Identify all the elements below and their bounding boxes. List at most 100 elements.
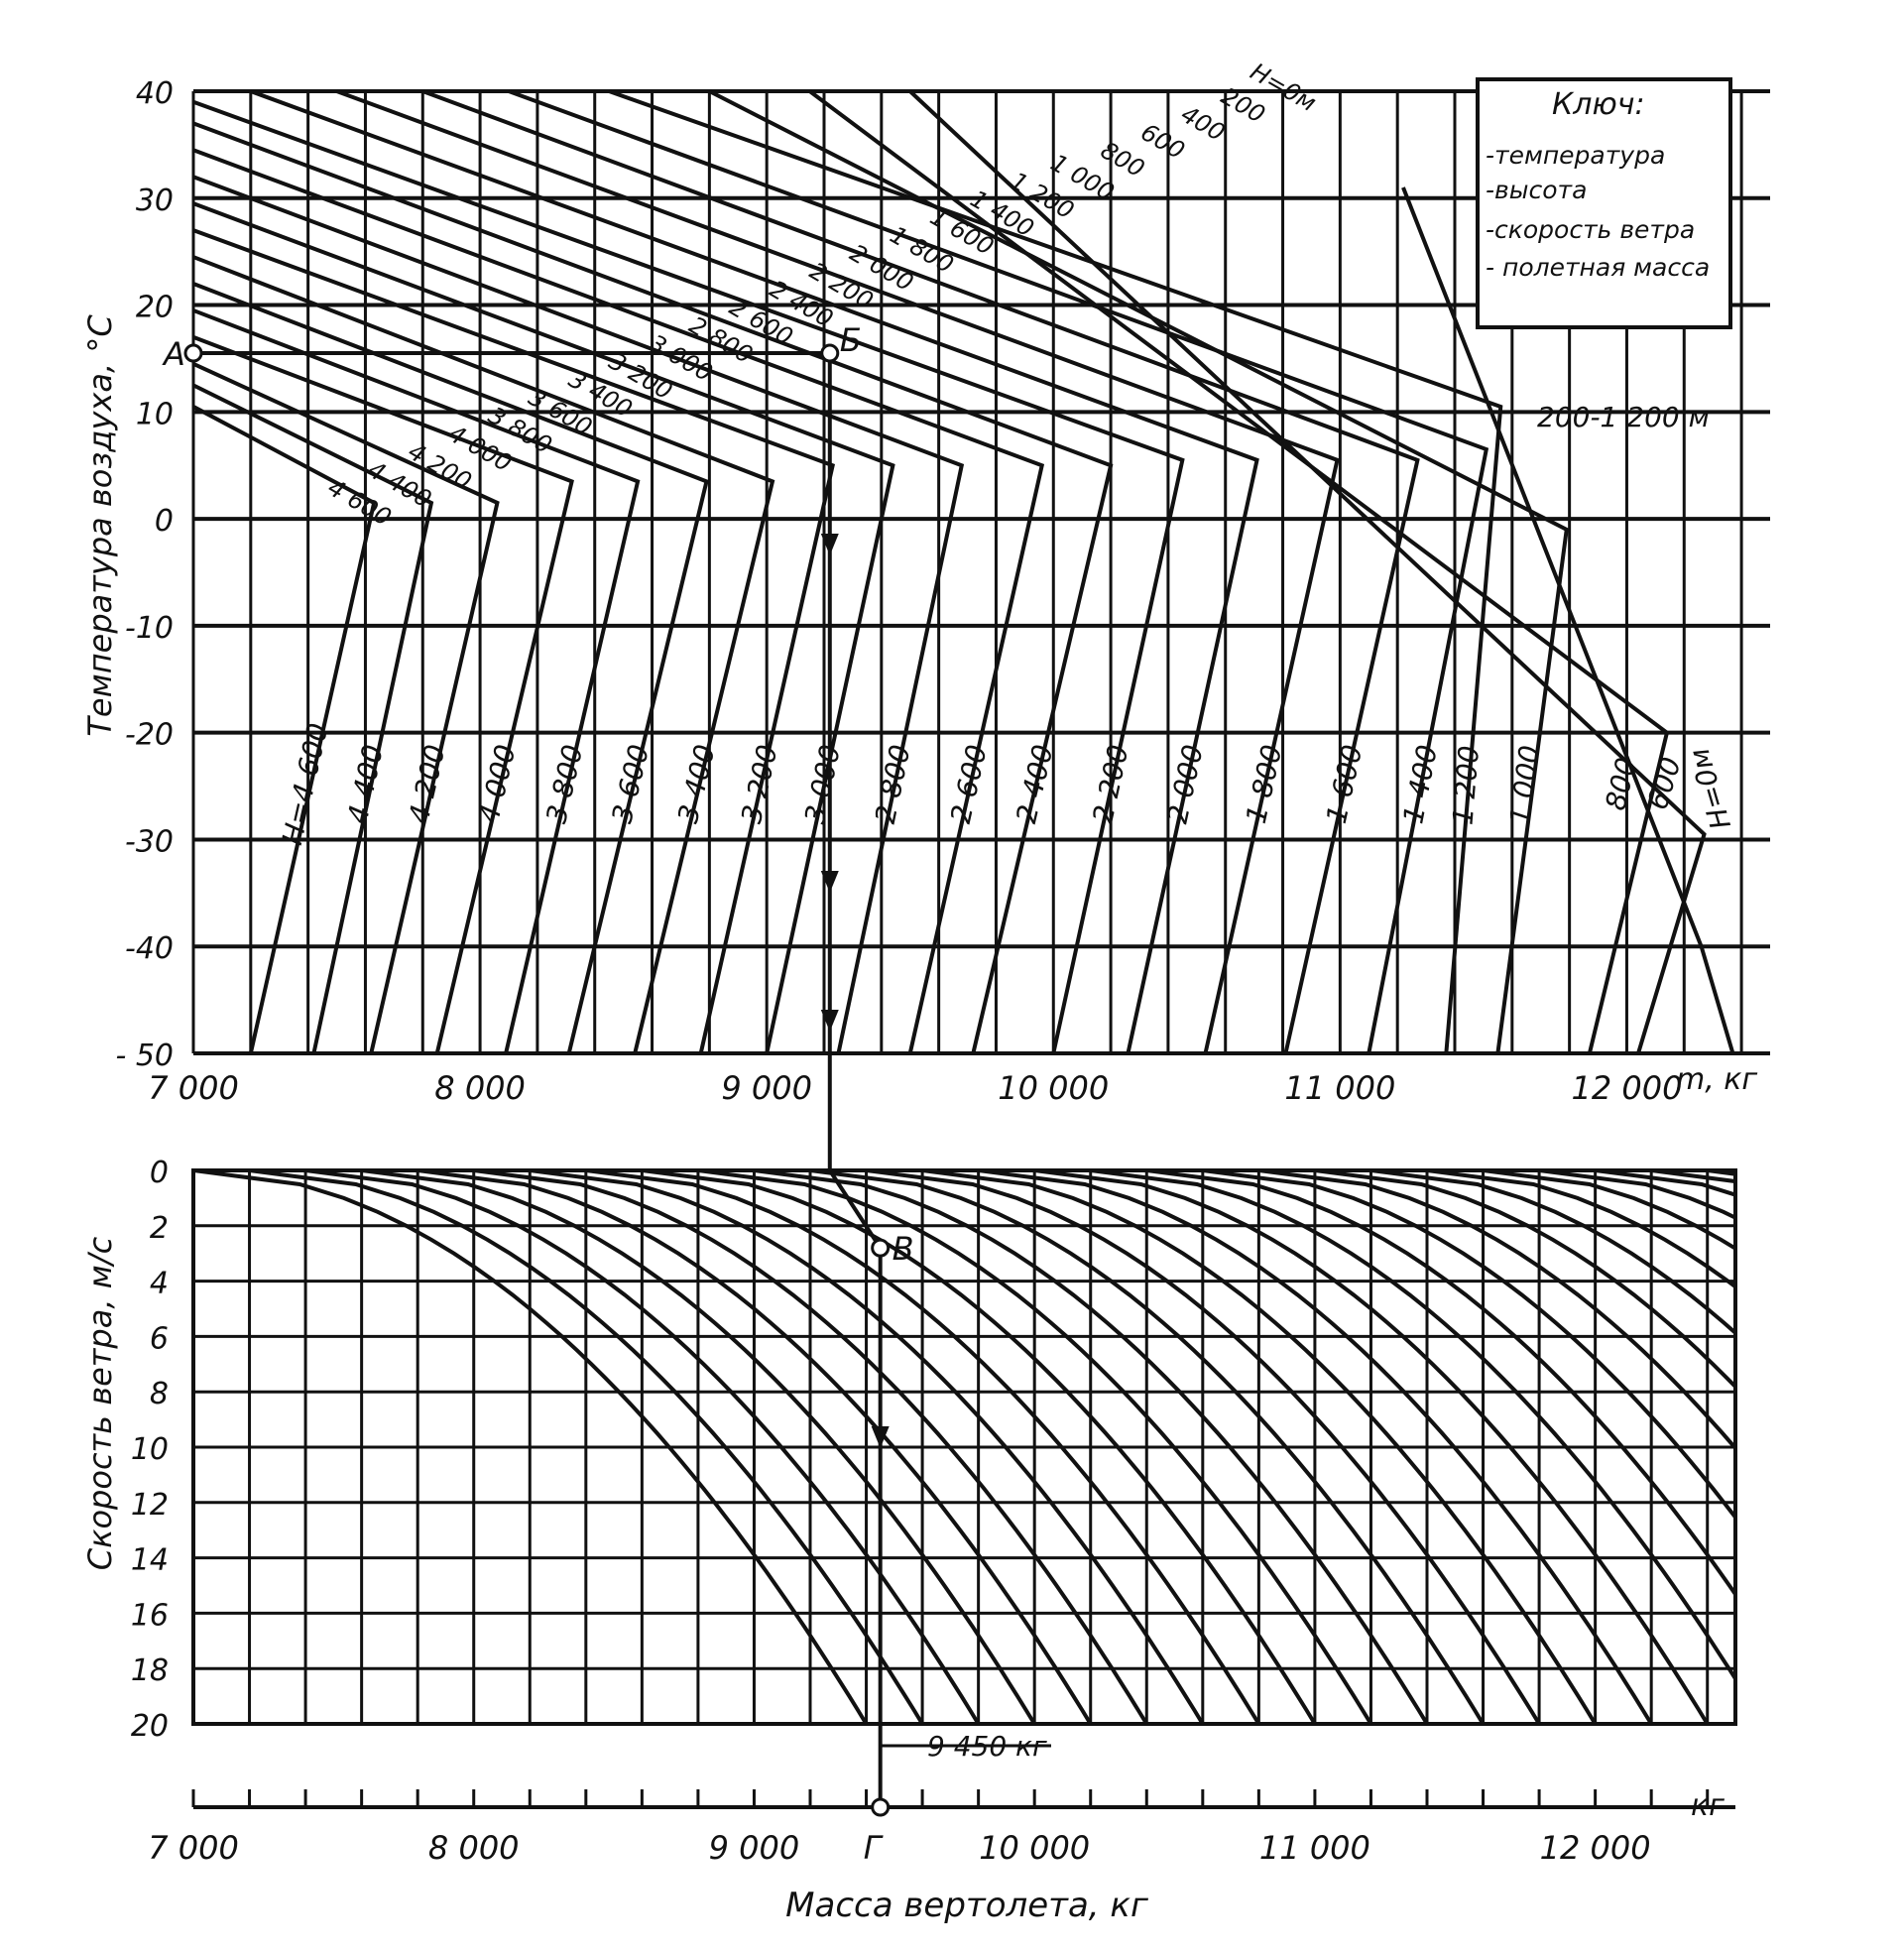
x-tick-label: 8 000 bbox=[434, 1069, 526, 1107]
wind-curve bbox=[1146, 1170, 1735, 1598]
path-point bbox=[871, 1797, 891, 1817]
wind-curve bbox=[473, 1170, 1149, 1724]
path-point bbox=[183, 343, 203, 363]
y-tick-label: 18 bbox=[131, 1653, 169, 1688]
altitude-line bbox=[192, 228, 836, 1054]
wind-curve bbox=[249, 1170, 924, 1724]
x-tick-label: 10 000 bbox=[979, 1829, 1090, 1867]
point-label-a: А bbox=[162, 335, 185, 373]
y-tick-label: 8 bbox=[150, 1377, 169, 1411]
altitude-label-bottom: H=4 600 bbox=[276, 720, 334, 848]
point-label-b: Б bbox=[840, 321, 862, 359]
wind-curve bbox=[1033, 1170, 1710, 1724]
x-unit-label-top: m, кг bbox=[1676, 1062, 1757, 1097]
legend-item-2: -высота bbox=[1486, 176, 1587, 204]
y-tick-label: -40 bbox=[125, 931, 174, 966]
altitude-label-bottom: 2 800 bbox=[869, 742, 917, 826]
altitude-line bbox=[708, 89, 1569, 1054]
example-path: А Б В Г bbox=[162, 321, 1051, 1867]
legend-item-4: - полетная масса bbox=[1486, 253, 1710, 282]
altitude-label-bottom: 600 bbox=[1641, 753, 1688, 813]
altitude-label-bottom: 1 600 bbox=[1320, 742, 1369, 826]
altitude-label-bottom: 1 000 bbox=[1503, 743, 1546, 826]
altitude-line bbox=[192, 405, 377, 1054]
y-tick-label: 20 bbox=[131, 1709, 169, 1744]
x-tick-label: 9 000 bbox=[721, 1069, 812, 1107]
y-tick-label: -10 bbox=[125, 611, 174, 646]
altitude-label-bottom: 3 800 bbox=[539, 742, 589, 827]
y-tick-label: 10 bbox=[131, 1432, 169, 1467]
x-tick-label: 10 000 bbox=[998, 1069, 1109, 1107]
wind-curve bbox=[921, 1170, 1598, 1724]
wind-curve bbox=[1370, 1170, 1735, 1336]
wind-curve bbox=[530, 1170, 1205, 1724]
altitude-line bbox=[192, 383, 434, 1054]
wind-curves bbox=[193, 1170, 1735, 1724]
wind-curve bbox=[1090, 1170, 1735, 1683]
y-tick-label: 20 bbox=[136, 291, 174, 325]
altitude-line bbox=[192, 335, 574, 1054]
wind-curve bbox=[193, 1170, 869, 1724]
x-axis-label-mass: Масса вертолета, кг bbox=[785, 1886, 1149, 1925]
y-axis-label-wind: Скорость ветра, м/с bbox=[81, 1236, 119, 1570]
y-axis-label-temperature: Температура воздуха, °C bbox=[81, 314, 119, 737]
y-tick-label: - 50 bbox=[115, 1039, 174, 1073]
altitude-line bbox=[250, 89, 1259, 1054]
altitude-label-bottom: 3 000 bbox=[798, 742, 847, 826]
altitude-line bbox=[192, 121, 1114, 1054]
altitude-line bbox=[192, 255, 775, 1054]
altitude-label-bottom: 3 600 bbox=[605, 741, 655, 826]
altitude-line bbox=[192, 201, 895, 1054]
x-tick-label: 12 000 bbox=[1540, 1829, 1651, 1867]
x-tick-label: 9 000 bbox=[709, 1829, 800, 1867]
result-label: 9 450 кг bbox=[927, 1730, 1047, 1763]
wind-curve bbox=[697, 1170, 1373, 1724]
wind-curve bbox=[1314, 1170, 1735, 1390]
path-segment bbox=[828, 1168, 883, 1250]
altitude-label-bottom: 3 400 bbox=[671, 741, 722, 826]
altitude-line bbox=[508, 89, 1489, 1054]
x-tick-label: 11 000 bbox=[1284, 1069, 1395, 1107]
altitude-label-bottom: 2 200 bbox=[1086, 742, 1134, 826]
altitude-line bbox=[608, 89, 1503, 1054]
mass-scale: 7 000 8 000 9 000 10 000 11 000 12 000 bbox=[148, 1789, 1735, 1867]
altitude-label-bottom: 4 400 bbox=[341, 742, 390, 826]
wind-curve bbox=[361, 1170, 1036, 1724]
altitude-line bbox=[335, 89, 1340, 1054]
legend: Ключ: -температура -высота -скорость вет… bbox=[1476, 77, 1732, 329]
altitude-label-bottom: 1 400 bbox=[1396, 742, 1444, 826]
wind-curve bbox=[1426, 1170, 1735, 1289]
altitude-line bbox=[192, 362, 500, 1054]
path-arrow bbox=[820, 871, 839, 893]
path-arrow bbox=[820, 1010, 839, 1032]
y-tick-label: 14 bbox=[131, 1543, 169, 1578]
altitude-label-bottom: 1 200 bbox=[1447, 744, 1487, 826]
path-point bbox=[871, 1238, 891, 1258]
altitude-line bbox=[192, 99, 1185, 1054]
path-point bbox=[820, 343, 840, 363]
wind-curve bbox=[1202, 1170, 1735, 1522]
x-tick-label: 7 000 bbox=[148, 1069, 239, 1107]
x-tick-label: 8 000 bbox=[428, 1829, 520, 1867]
y-tick-label: 2 bbox=[150, 1211, 169, 1246]
wind-curve bbox=[809, 1170, 1486, 1724]
x-tick-label: 11 000 bbox=[1259, 1829, 1370, 1867]
x-unit-label-bottom: кг bbox=[1691, 1788, 1725, 1823]
y-tick-label: 4 bbox=[150, 1267, 169, 1301]
wind-curve bbox=[416, 1170, 1093, 1724]
x-tick-label: 12 000 bbox=[1571, 1069, 1682, 1107]
altitude-line bbox=[192, 175, 965, 1054]
altitude-label-bottom: 2 600 bbox=[944, 742, 994, 826]
altitude-line bbox=[192, 282, 709, 1054]
wind-curve bbox=[978, 1170, 1653, 1724]
wind-curve bbox=[304, 1170, 981, 1724]
x-tick-label: 7 000 bbox=[148, 1829, 239, 1867]
y-tick-label: 10 bbox=[136, 397, 174, 431]
wind-curve bbox=[1258, 1170, 1735, 1452]
y-tick-label: 40 bbox=[136, 76, 174, 111]
altitude-line bbox=[421, 89, 1420, 1054]
altitude-line bbox=[192, 308, 641, 1054]
point-label-v: В bbox=[892, 1230, 914, 1268]
altitude-line bbox=[808, 89, 1670, 1054]
